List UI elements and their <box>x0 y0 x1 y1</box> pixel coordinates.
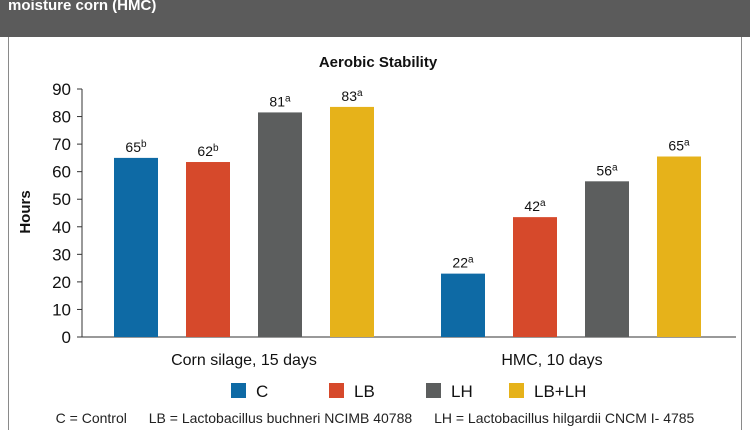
bar-lb <box>513 217 557 337</box>
data-label: 56a <box>596 162 618 178</box>
chart-title: Aerobic Stability <box>319 54 438 71</box>
legend-swatch-lb <box>329 383 344 398</box>
x-category-label: HMC, 10 days <box>501 352 602 369</box>
data-label: 62b <box>197 143 219 159</box>
data-label: 22a <box>452 255 474 271</box>
footnote: C = Control LB = Lactobacillus buchneri … <box>0 410 750 426</box>
bar-c <box>114 157 158 337</box>
y-tick-label: 10 <box>52 300 71 319</box>
y-tick-label: 40 <box>52 218 71 237</box>
y-axis-label: Hours <box>17 190 34 233</box>
y-tick-label: 70 <box>52 135 71 154</box>
y-tick-label: 0 <box>62 328 71 347</box>
footnote-lh: LH = Lactobacillus hilgardii CNCM I- 478… <box>434 410 695 426</box>
legend-label: LB+LH <box>534 382 586 401</box>
legend-swatch-lh <box>426 383 441 398</box>
y-tick-label: 60 <box>52 163 71 182</box>
bar-lh <box>258 112 302 337</box>
y-tick-label: 50 <box>52 190 71 209</box>
y-tick-label: 80 <box>52 108 71 127</box>
bar-lb-plus-lh <box>657 156 701 337</box>
legend-label: LH <box>451 382 473 401</box>
data-label: 65b <box>125 139 147 155</box>
chart-panel <box>8 37 742 430</box>
legend-swatch-c <box>231 383 246 398</box>
bar-c <box>441 273 485 337</box>
caption-line-2: moisture corn (HMC) <box>8 0 157 14</box>
bar-lb-plus-lh <box>330 106 374 338</box>
bar-lh <box>585 181 629 337</box>
figure-caption: moisture corn (HMC) <box>8 0 742 16</box>
data-label: 42a <box>524 198 546 214</box>
data-label: 81a <box>269 93 291 109</box>
legend-label: C <box>256 382 268 401</box>
y-tick-label: 90 <box>52 80 71 99</box>
footnote-control: C = Control <box>55 410 127 426</box>
bar-lb <box>186 162 230 337</box>
y-tick-label: 20 <box>52 273 71 292</box>
legend-swatch-lb-plus-lh <box>509 383 524 398</box>
legend-label: LB <box>354 382 375 401</box>
data-label: 83a <box>341 88 363 104</box>
y-tick-label: 30 <box>52 245 71 264</box>
figure-caption-bar: moisture corn (HMC) <box>0 0 750 37</box>
footnote-lb: LB = Lactobacillus buchneri NCIMB 40788 <box>148 410 413 426</box>
data-label: 65a <box>668 138 690 154</box>
x-category-label: Corn silage, 15 days <box>171 352 317 369</box>
